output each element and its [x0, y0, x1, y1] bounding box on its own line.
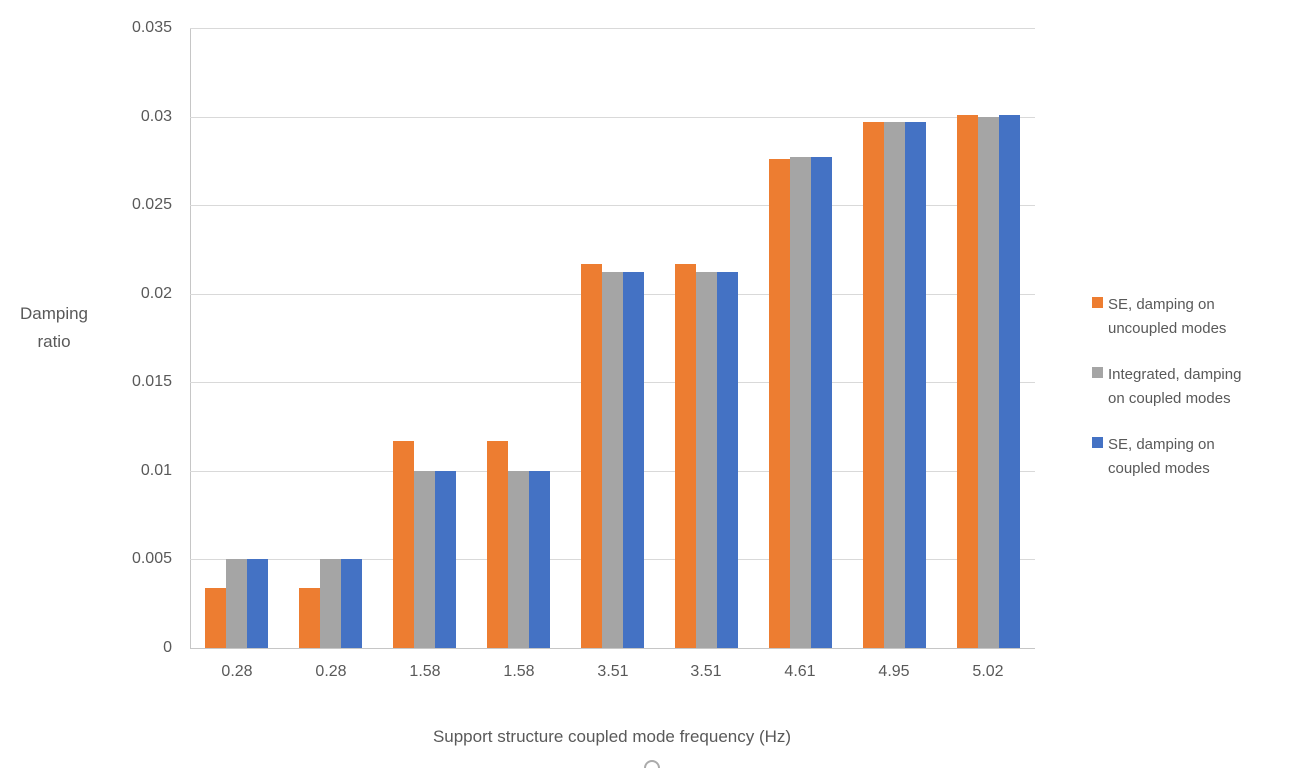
bar-se-uncoupled [675, 264, 696, 648]
legend-label-line: SE, damping on [1108, 296, 1215, 313]
x-axis-line [190, 648, 1035, 649]
bar-se-uncoupled [581, 264, 602, 648]
y-axis-tick-label: 0.005 [131, 550, 172, 567]
x-axis-tick-label: 3.51 [597, 663, 629, 680]
bar-se-uncoupled [393, 441, 414, 648]
bar-integrated-coupled [414, 471, 435, 648]
legend-swatch-icon [1092, 437, 1103, 448]
legend-label-line: uncoupled modes [1108, 320, 1227, 337]
bar-integrated-coupled [320, 559, 341, 648]
bar-se-coupled [529, 471, 550, 648]
x-axis-tick-label: 3.51 [690, 663, 722, 680]
legend-label: Integrated, damping on coupled modes [1108, 363, 1241, 411]
bar-se-uncoupled [863, 122, 884, 648]
x-axis-tick-label: 0.28 [315, 663, 347, 680]
bar-se-coupled [341, 559, 362, 648]
legend-label-line: SE, damping on [1108, 436, 1215, 453]
legend-item-integrated-coupled: Integrated, damping on coupled modes [1092, 363, 1287, 411]
bar-se-coupled [435, 471, 456, 648]
bar-integrated-coupled [602, 272, 623, 648]
bar-se-coupled [717, 272, 738, 648]
bar-integrated-coupled [978, 117, 999, 648]
legend-label: SE, damping on uncoupled modes [1108, 293, 1226, 341]
bar-se-uncoupled [487, 441, 508, 648]
y-axis-title-line1: Damping [19, 304, 89, 323]
bar-integrated-coupled [226, 559, 247, 648]
y-gridline [190, 117, 1035, 118]
bar-se-coupled [999, 115, 1020, 648]
x-axis-title: Support structure coupled mode frequency… [432, 727, 792, 746]
bar-integrated-coupled [508, 471, 529, 648]
x-axis-tick-label: 0.28 [221, 663, 253, 680]
legend-label: SE, damping on coupled modes [1108, 433, 1215, 481]
y-axis-tick-label: 0.025 [131, 196, 172, 213]
y-axis-title-line2: ratio [37, 332, 71, 351]
legend-label-line: Integrated, damping [1108, 366, 1242, 383]
legend-item-se-uncoupled: SE, damping on uncoupled modes [1092, 293, 1287, 341]
y-gridline [190, 28, 1035, 29]
bar-se-uncoupled [957, 115, 978, 648]
bar-se-uncoupled [205, 588, 226, 648]
bar-se-coupled [247, 559, 268, 648]
bar-integrated-coupled [790, 157, 811, 648]
y-axis-tick-label: 0.02 [140, 285, 172, 302]
legend-label-line: coupled modes [1108, 460, 1210, 477]
chart-legend: SE, damping on uncoupled modes Integrate… [1092, 293, 1287, 503]
bar-se-coupled [623, 272, 644, 648]
bar-se-uncoupled [299, 588, 320, 648]
bar-se-coupled [811, 157, 832, 648]
legend-swatch-icon [1092, 297, 1103, 308]
legend-item-se-coupled: SE, damping on coupled modes [1092, 433, 1287, 481]
cropped-text-artifact [644, 760, 660, 768]
bar-integrated-coupled [884, 122, 905, 648]
bar-se-uncoupled [769, 159, 790, 648]
bar-se-coupled [905, 122, 926, 648]
y-gridline [190, 205, 1035, 206]
bar-integrated-coupled [696, 272, 717, 648]
y-axis-tick-label: 0.03 [140, 108, 172, 125]
y-axis-tick-label: 0.015 [131, 373, 172, 390]
x-axis-tick-label: 4.95 [878, 663, 910, 680]
x-axis-tick-label: 1.58 [409, 663, 441, 680]
y-axis-tick-label: 0 [163, 639, 172, 656]
y-axis-line [190, 28, 191, 648]
y-axis-tick-label: 0.035 [131, 19, 172, 36]
y-axis-title: Damping ratio [6, 300, 102, 356]
y-axis-tick-label: 0.01 [140, 462, 172, 479]
x-axis-tick-label: 5.02 [972, 663, 1004, 680]
legend-swatch-icon [1092, 367, 1103, 378]
x-axis-tick-label: 4.61 [784, 663, 816, 680]
legend-label-line: on coupled modes [1108, 390, 1231, 407]
x-axis-tick-label: 1.58 [503, 663, 535, 680]
